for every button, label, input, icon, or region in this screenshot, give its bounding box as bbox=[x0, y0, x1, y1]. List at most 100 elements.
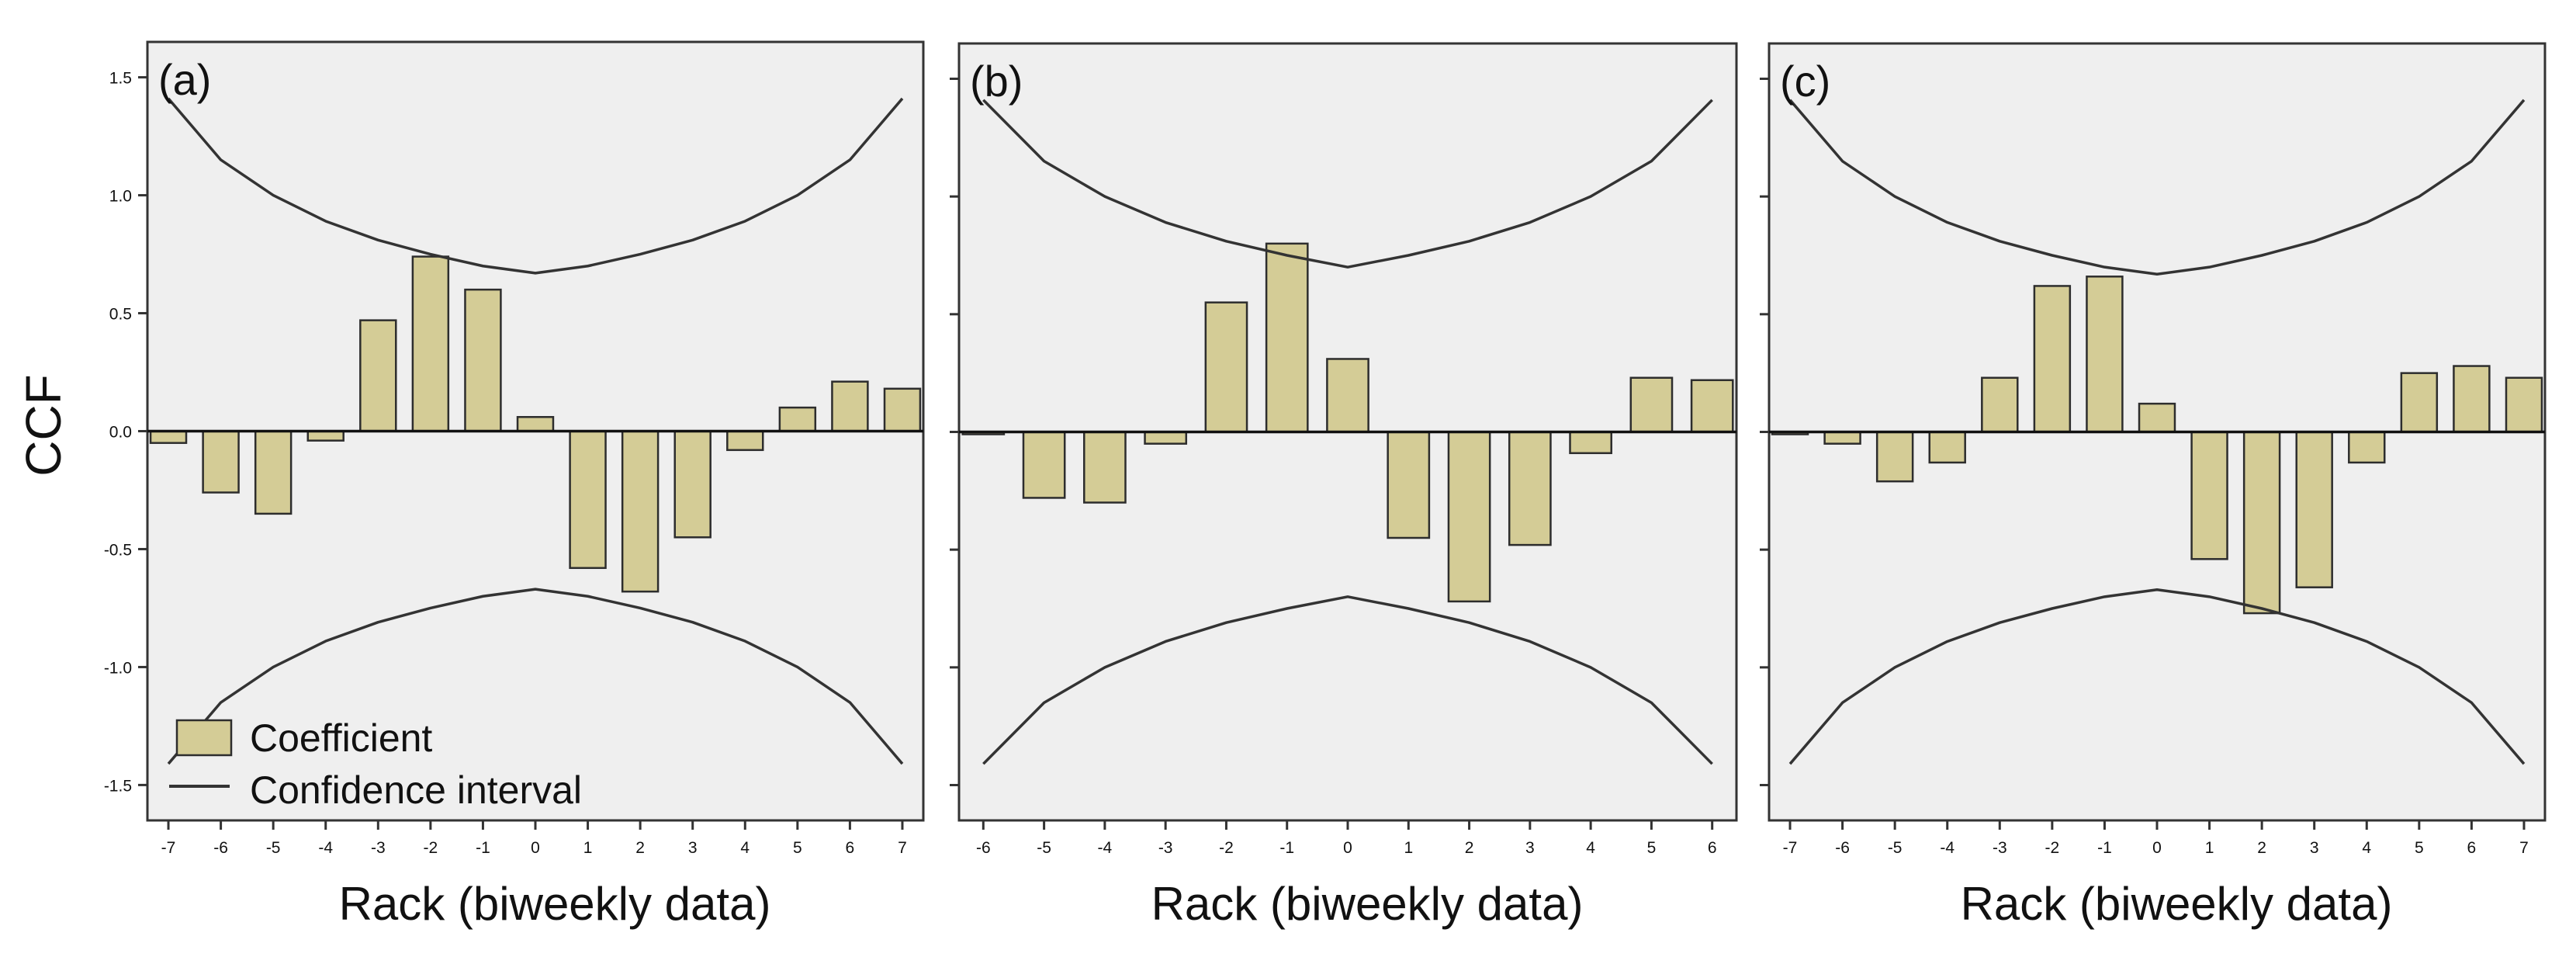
x-tick-label-c: 0 bbox=[2152, 839, 2162, 857]
panel-b: -6 -5 -4 -3 -2 -1 0 1 2 3 4 5 6 (b) Rack (biweekly dat… bbox=[950, 42, 1738, 930]
x-axis-label-b: Rack (biweekly data) bbox=[1151, 878, 1584, 930]
legend-coefficient-swatch bbox=[175, 719, 233, 757]
bar-lag--1 bbox=[2086, 276, 2124, 433]
x-tick-label-c: 2 bbox=[2257, 839, 2266, 857]
x-tick-label-a: -7 bbox=[161, 839, 176, 857]
bar-lag-3 bbox=[673, 430, 712, 539]
x-tick-label-c: -3 bbox=[1993, 839, 2007, 857]
x-tick-label-a: -3 bbox=[371, 839, 386, 857]
y-tick-label-a: 1.0 bbox=[109, 188, 132, 206]
bar-lag--5 bbox=[254, 430, 293, 515]
y-axis-label: CCF bbox=[16, 374, 71, 477]
bar-lag--3 bbox=[1981, 376, 2019, 433]
confidence-upper-line-c bbox=[1788, 99, 2526, 276]
x-tick-label-a: 2 bbox=[635, 839, 645, 857]
bar-lag-3 bbox=[2295, 431, 2333, 588]
x-tick-label-c: 3 bbox=[2310, 839, 2319, 857]
bar-lag-0 bbox=[2138, 402, 2176, 433]
confidence-upper-line-b bbox=[982, 99, 1713, 269]
x-tick-label-c: 4 bbox=[2362, 839, 2371, 857]
y-tick-label-a: -1.0 bbox=[104, 659, 132, 677]
x-axis-label-a: Rack (biweekly data) bbox=[339, 878, 771, 930]
x-tick-label-a: 6 bbox=[846, 839, 855, 857]
bar-lag-0 bbox=[516, 416, 555, 432]
bar-lag--1 bbox=[464, 288, 502, 432]
bar-lag-5 bbox=[1629, 376, 1674, 433]
x-tick-label-c: -7 bbox=[1783, 839, 1798, 857]
x-tick-label-b: 1 bbox=[1404, 839, 1413, 857]
confidence-upper-line-a bbox=[167, 97, 904, 275]
panel-label-a: (a) bbox=[158, 55, 211, 104]
x-tick-label-b: 0 bbox=[1343, 839, 1352, 857]
x-tick-label-c: -4 bbox=[1940, 839, 1955, 857]
bar-lag-1 bbox=[1387, 431, 1431, 539]
bar-lag-5 bbox=[2400, 372, 2439, 433]
x-tick-label-c: 1 bbox=[2205, 839, 2214, 857]
bar-lag-4 bbox=[726, 430, 764, 452]
panels: -1.5 -1.0 -0.5 0.0 0.5 1.0 1.5 -7 -6 -5 -4 -3 -2 -1 0 1… bbox=[104, 40, 2547, 930]
bar-lag-5 bbox=[778, 406, 817, 432]
bar-lag--4 bbox=[1928, 431, 1966, 464]
x-tick-label-a: 0 bbox=[531, 839, 540, 857]
bar-lag-4 bbox=[1569, 431, 1612, 455]
panel-c: -7 -6 -5 -4 -3 -2 -1 0 1 2 3 4 5 6 7 (c) Rack (biweekly … bbox=[1760, 42, 2547, 930]
x-tick-label-c: -2 bbox=[2045, 839, 2060, 857]
x-tick-label-a: -6 bbox=[213, 839, 228, 857]
bar-lag--4 bbox=[1083, 431, 1127, 504]
bar-lag-7 bbox=[2505, 376, 2543, 433]
y-tick-label-a: 1.5 bbox=[109, 70, 132, 88]
x-tick-label-a: 1 bbox=[583, 839, 593, 857]
y-tick-label-a: 0.5 bbox=[109, 306, 132, 324]
confidence-lower-line-c bbox=[1788, 588, 2526, 765]
bar-lag--3 bbox=[1144, 431, 1188, 445]
bar-lag-0 bbox=[1326, 358, 1369, 433]
bar-lag-2 bbox=[2242, 431, 2281, 615]
bar-lag-1 bbox=[569, 430, 607, 570]
bar-lag--1 bbox=[1265, 242, 1309, 433]
bar-lag-6 bbox=[2453, 365, 2491, 433]
bar-lag-7 bbox=[883, 387, 922, 432]
x-tick-label-c: 5 bbox=[2415, 839, 2424, 857]
legend-coefficient-label: Coefficient bbox=[250, 716, 432, 760]
x-tick-label-c: 7 bbox=[2519, 839, 2529, 857]
bar-lag--7 bbox=[149, 430, 188, 444]
x-tick-label-a: -1 bbox=[476, 839, 490, 857]
panel-a: -1.5 -1.0 -0.5 0.0 0.5 1.0 1.5 -7 -6 -5 -4 -3 -2 -1 0 1… bbox=[104, 40, 925, 930]
bar-lag-6 bbox=[1690, 379, 1734, 433]
y-tick-label-a: 0.0 bbox=[109, 424, 132, 442]
x-tick-label-a: 5 bbox=[793, 839, 802, 857]
bar-lag-1 bbox=[2190, 431, 2228, 560]
x-axis-label-c: Rack (biweekly data) bbox=[1961, 878, 2393, 930]
x-tick-label-a: 3 bbox=[688, 839, 698, 857]
bar-lag-2 bbox=[621, 430, 660, 593]
x-tick-label-b: -2 bbox=[1219, 839, 1234, 857]
x-tick-label-b: 5 bbox=[1647, 839, 1657, 857]
x-tick-label-b: -4 bbox=[1098, 839, 1113, 857]
x-tick-label-a: 7 bbox=[898, 839, 907, 857]
bar-lag-2 bbox=[1447, 431, 1491, 603]
confidence-lower-line-a bbox=[167, 588, 904, 765]
x-tick-label-b: -3 bbox=[1158, 839, 1173, 857]
x-tick-label-b: 4 bbox=[1586, 839, 1595, 857]
bar-lag--3 bbox=[359, 319, 397, 432]
panel-label-b: (b) bbox=[970, 57, 1023, 106]
y-tick-label-a: -0.5 bbox=[104, 541, 132, 559]
bar-lag--2 bbox=[2033, 285, 2072, 433]
bar-lag--6 bbox=[1823, 431, 1861, 445]
bar-lag--2 bbox=[411, 255, 450, 432]
confidence-lower-line-b bbox=[982, 595, 1713, 765]
x-tick-label-a: 4 bbox=[740, 839, 750, 857]
bar-lag-4 bbox=[2348, 431, 2386, 464]
bar-lag--5 bbox=[1875, 431, 1914, 483]
legend-confidence-interval-label: Confidence interval bbox=[250, 768, 582, 812]
y-tick-label-a: -1.5 bbox=[104, 777, 132, 795]
x-tick-label-c: -1 bbox=[2097, 839, 2112, 857]
bar-lag-3 bbox=[1508, 431, 1552, 546]
x-tick-label-b: 2 bbox=[1465, 839, 1474, 857]
x-tick-label-c: -6 bbox=[1835, 839, 1850, 857]
bar-lag-6 bbox=[831, 380, 869, 432]
x-tick-label-c: 6 bbox=[2467, 839, 2477, 857]
x-tick-label-b: 6 bbox=[1708, 839, 1717, 857]
x-tick-label-b: 3 bbox=[1525, 839, 1535, 857]
